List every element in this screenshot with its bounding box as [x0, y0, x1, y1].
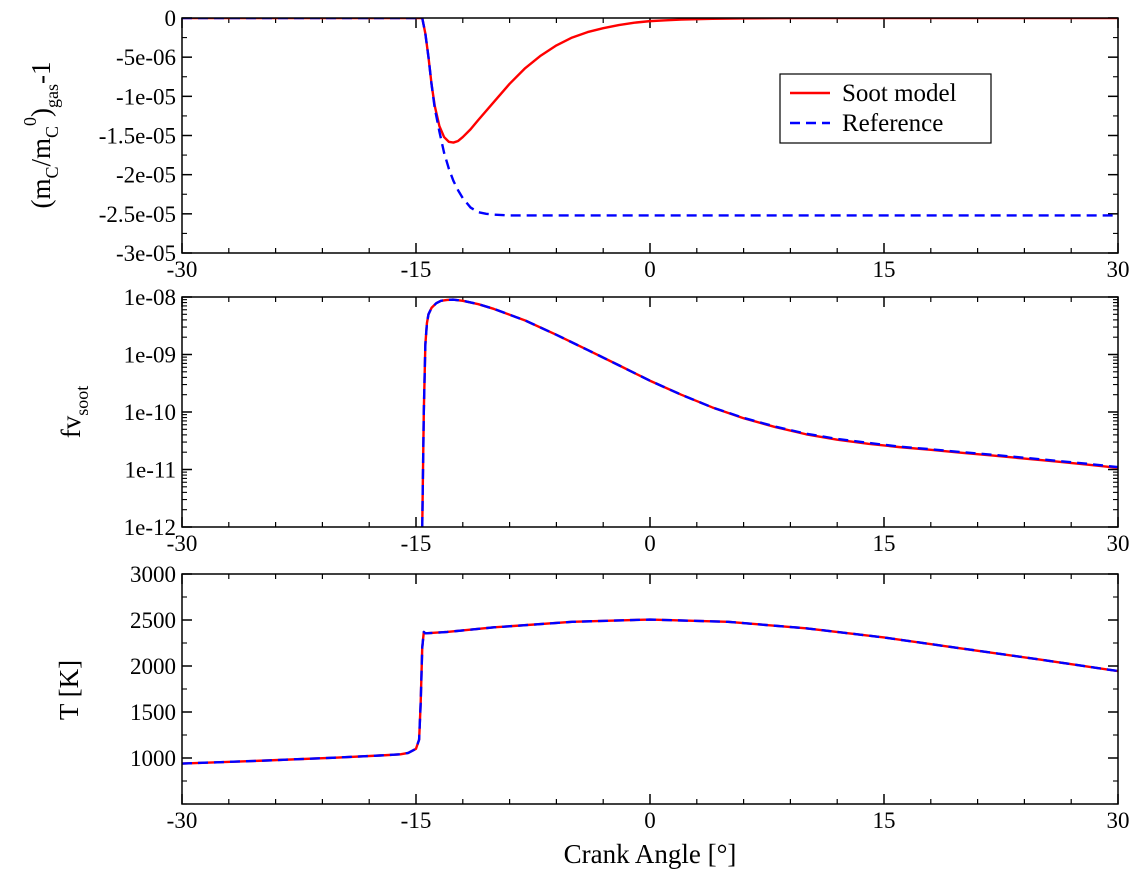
y-tick-label: 2000 [130, 654, 176, 679]
y-tick-label: -5e-06 [116, 45, 176, 70]
x-tick-label: 30 [1107, 257, 1130, 282]
y-tick-label: 3000 [130, 562, 176, 587]
legend-label-soot-model: Soot model [842, 80, 957, 107]
y-axis-label: T [K] [54, 660, 84, 720]
y-tick-label: -1e-05 [116, 84, 176, 109]
x-tick-label: 15 [873, 808, 896, 833]
panel-soot-volume-fraction: -30 -15 0 15 30 1e-08 1e-09 1e-10 1e-11 1e-12 fvs… [56, 285, 1130, 556]
panel-frame [181, 17, 1119, 254]
y-tick-label: 0 [165, 6, 177, 31]
y-tick-label: -1.5e-05 [99, 124, 176, 149]
panel-frame [181, 573, 1119, 805]
y-tick-label: -2.5e-05 [99, 202, 176, 227]
y-tick-label: -2e-05 [116, 163, 176, 188]
series-line-soot-model [421, 298, 1118, 527]
y-tick-label: 1500 [130, 700, 176, 725]
legend: Soot model Reference [779, 73, 992, 144]
x-tick-label: -30 [167, 808, 198, 833]
y-axis-label: fvsoot [56, 386, 92, 439]
series-line-reference [182, 618, 1118, 765]
y-tick-label: 1e-09 [124, 343, 176, 368]
x-tick-label: -30 [167, 531, 198, 556]
legend-label-reference: Reference [842, 110, 943, 137]
x-tick-label: 30 [1107, 531, 1130, 556]
x-tick-label: 30 [1107, 808, 1130, 833]
series-line-reference [182, 18, 1118, 217]
panel-frame [181, 296, 1119, 528]
x-tick-label: -30 [167, 257, 198, 282]
y-tick-label: 1e-12 [124, 515, 176, 540]
y-tick-label: 2500 [130, 608, 176, 633]
legend-box [779, 73, 992, 144]
y-tick-label: -3e-05 [116, 241, 176, 266]
panel-temperature: -30 -15 0 15 30 1000 1500 2000 2500 3000 T [K] Cr… [54, 562, 1130, 869]
x-tick-label: -15 [401, 257, 432, 282]
panel-carbon-mass-ratio: -30 -15 0 15 30 0 -5e-06 -1e-05 -1.5e-05 -2e-05 -2… [20, 6, 1130, 282]
y-axis-label: (mC/mC0)gas-1 [20, 61, 62, 208]
y-tick-label: 1e-11 [124, 458, 176, 483]
y-tick-label: 1000 [130, 746, 176, 771]
x-tick-label: 15 [873, 531, 896, 556]
y-tick-label: 1e-08 [124, 285, 176, 310]
series-line-soot-model [182, 618, 1118, 765]
x-tick-label: 0 [644, 257, 656, 282]
x-axis-label: Crank Angle [°] [564, 839, 737, 869]
x-tick-label: -15 [401, 531, 432, 556]
x-tick-label: 0 [644, 531, 656, 556]
y-tick-label: 1e-10 [124, 400, 176, 425]
series-line-reference [421, 298, 1118, 527]
x-tick-label: 0 [644, 808, 656, 833]
x-tick-label: -15 [401, 808, 432, 833]
x-tick-label: 15 [873, 257, 896, 282]
